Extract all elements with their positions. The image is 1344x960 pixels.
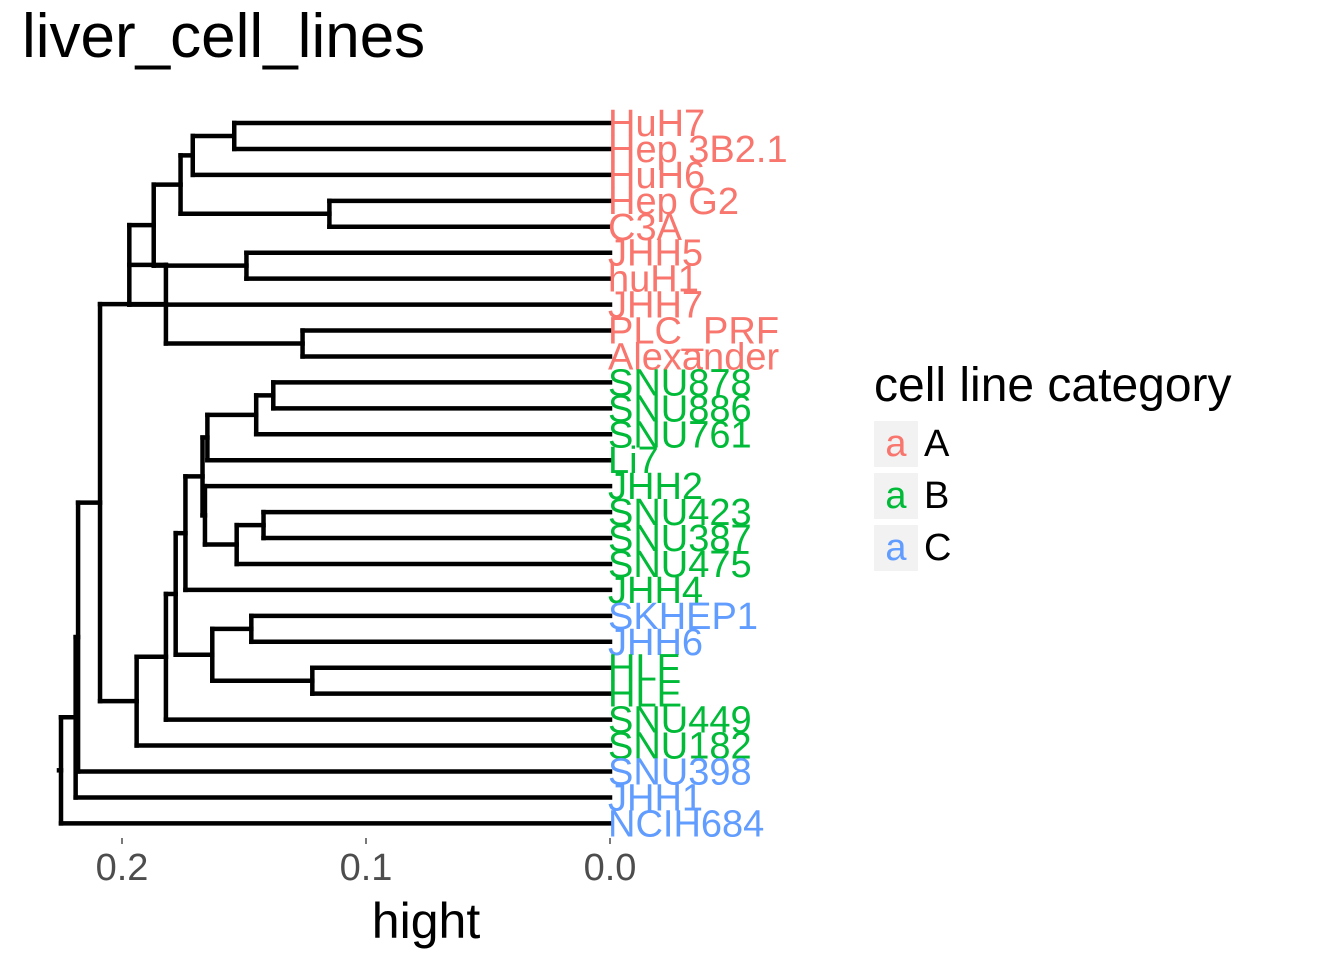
x-axis: 0.2 0.1 0.0 <box>96 838 637 889</box>
legend-key: a <box>874 473 918 519</box>
leaf-label: HLF <box>608 648 680 690</box>
leaf-label: JHH4 <box>608 570 703 612</box>
leaf-label: Li7 <box>608 440 659 482</box>
leaf-label: SNU423 <box>608 492 752 534</box>
leaf-label: Alexander <box>608 336 779 378</box>
legend-key: a <box>874 525 918 571</box>
legend-label: C <box>924 526 952 569</box>
dendrogram-branches <box>56 120 613 826</box>
leaf-label: SKHEP1 <box>608 596 758 638</box>
leaf-label: NCIH684 <box>608 803 764 845</box>
leaf-label: PLC_PRF <box>608 311 779 353</box>
leaf-label: HuH6 <box>608 155 705 197</box>
leaf-label: HuH7 <box>608 103 705 145</box>
leaf-label: Hep G2 <box>608 181 739 223</box>
leaf-label: SNU761 <box>608 414 752 456</box>
leaf-label: Hep 3B2.1 <box>608 129 788 171</box>
legend-title: cell line category <box>874 359 1232 412</box>
leaf-label: SNU387 <box>608 518 752 560</box>
leaf-label: JHH7 <box>608 285 703 327</box>
leaf-label: SNU449 <box>608 700 752 742</box>
chart-title: liver_cell_lines <box>22 2 426 71</box>
leaf-label: JHH6 <box>608 622 703 664</box>
legend-label: A <box>924 422 950 465</box>
x-tick-label: 0.1 <box>340 847 393 889</box>
leaf-label: SNU886 <box>608 388 752 430</box>
leaf-label: SNU398 <box>608 752 752 794</box>
leaf-label: C3A <box>608 207 683 249</box>
leaf-label: huH1 <box>608 259 699 301</box>
x-tick-label: 0.2 <box>96 847 149 889</box>
leaf-label: SNU182 <box>608 726 752 768</box>
leaf-label: SNU475 <box>608 544 752 586</box>
leaf-label: SNU878 <box>608 362 752 404</box>
legend-key: a <box>874 421 918 467</box>
x-axis-label: hight <box>372 893 481 949</box>
leaf-label: JHH1 <box>608 777 703 819</box>
x-tick-label: 0.0 <box>584 847 637 889</box>
leaf-label: JHH5 <box>608 233 703 275</box>
leaf-label: HLE <box>608 674 682 716</box>
leaf-label: JHH2 <box>608 466 703 508</box>
legend-label: B <box>924 474 950 517</box>
